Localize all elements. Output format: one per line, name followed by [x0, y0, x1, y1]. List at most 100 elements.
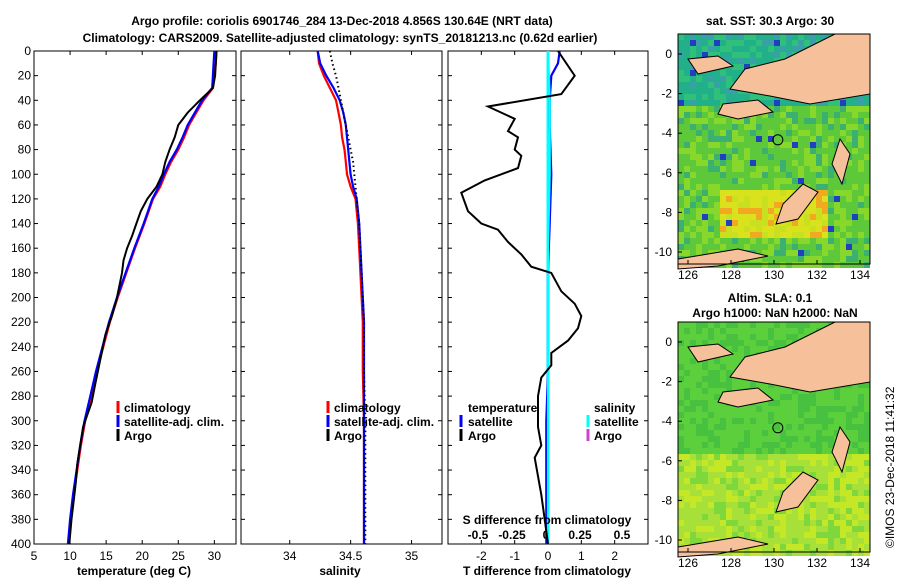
map-cell: [846, 208, 852, 214]
map-cell: [768, 196, 774, 202]
map-cell: [684, 442, 690, 448]
map-cell: [678, 94, 684, 100]
map-cell: [804, 508, 810, 514]
map-cell: [846, 232, 852, 238]
map-cell: [774, 484, 780, 490]
map-cell: [744, 262, 750, 268]
map-cell: [702, 376, 708, 382]
map-cell: [762, 214, 768, 220]
map-cell: [780, 238, 786, 244]
map-cell: [708, 454, 714, 460]
map-cell: [738, 202, 744, 208]
map-cell: [738, 466, 744, 472]
map-cell: [702, 52, 708, 58]
map-cell: [684, 388, 690, 394]
y-tick-label: 200: [11, 291, 31, 305]
map-cell: [702, 532, 708, 538]
map-cell: [834, 190, 840, 196]
map-cell: [828, 400, 834, 406]
map-cell: [702, 118, 708, 124]
map-cell: [828, 136, 834, 142]
map-cell: [684, 148, 690, 154]
map-cell: [684, 478, 690, 484]
map-cell: [726, 94, 732, 100]
map-cell: [810, 208, 816, 214]
map-cell: [732, 40, 738, 46]
map-cell: [738, 490, 744, 496]
map-cell: [708, 184, 714, 190]
map-cell: [798, 172, 804, 178]
map-cell: [756, 436, 762, 442]
map-cell: [696, 196, 702, 202]
map-cell: [846, 220, 852, 226]
map-cell: [684, 346, 690, 352]
map-cell: [762, 166, 768, 172]
map-cell: [768, 232, 774, 238]
map-cell: [798, 232, 804, 238]
map-cell: [720, 526, 726, 532]
map-cell: [852, 418, 858, 424]
map-cell: [822, 442, 828, 448]
map-cell: [804, 394, 810, 400]
map-cell: [786, 118, 792, 124]
map-cell: [726, 424, 732, 430]
map-cell: [828, 130, 834, 136]
map-cell: [816, 544, 822, 550]
map-cell: [834, 262, 840, 268]
map-cell: [858, 538, 864, 544]
map-cell: [828, 514, 834, 520]
map-cell: [864, 514, 870, 520]
map-cell: [804, 220, 810, 226]
map-cell: [756, 94, 762, 100]
map-cell: [678, 82, 684, 88]
map-cell: [732, 214, 738, 220]
map-cell: [726, 262, 732, 268]
map-cell: [744, 58, 750, 64]
map-cell: [768, 202, 774, 208]
map-cell: [690, 34, 696, 40]
map-cell: [744, 436, 750, 442]
map-cell: [726, 508, 732, 514]
map-cell: [702, 100, 708, 106]
map-cell: [792, 550, 798, 556]
map-cell: [816, 448, 822, 454]
map-cell: [684, 76, 690, 82]
map-cell: [858, 442, 864, 448]
map-cell: [822, 214, 828, 220]
map-cell: [732, 334, 738, 340]
map-cell: [804, 214, 810, 220]
map-cell: [756, 514, 762, 520]
map-cell: [702, 46, 708, 52]
map-cell: [828, 436, 834, 442]
map-cell: [708, 46, 714, 52]
argo-float-marker: [772, 134, 784, 146]
map-cell: [780, 196, 786, 202]
map-cell: [804, 160, 810, 166]
map-x-tick-label: 134: [850, 556, 870, 570]
map-cell: [696, 448, 702, 454]
map-cell: [834, 232, 840, 238]
map-cell: [840, 190, 846, 196]
map-cell: [756, 502, 762, 508]
map-cell: [798, 532, 804, 538]
map-cell: [816, 322, 822, 328]
map-cell: [834, 418, 840, 424]
map-cell: [738, 340, 744, 346]
x-tick-label: 0: [545, 549, 552, 563]
land-mass: [775, 471, 819, 513]
map-cell: [846, 190, 852, 196]
map-cell: [702, 412, 708, 418]
map-cell: [762, 112, 768, 118]
argo-float-marker: [772, 422, 784, 434]
map-cell: [678, 178, 684, 184]
map-cell: [726, 130, 732, 136]
map-cell: [816, 106, 822, 112]
map-cell: [690, 412, 696, 418]
y-tick-label: 360: [11, 488, 31, 502]
map-cell: [798, 154, 804, 160]
land-mass: [687, 343, 735, 363]
map-cell: [738, 460, 744, 466]
map-cell: [864, 466, 870, 472]
map-cell: [774, 124, 780, 130]
